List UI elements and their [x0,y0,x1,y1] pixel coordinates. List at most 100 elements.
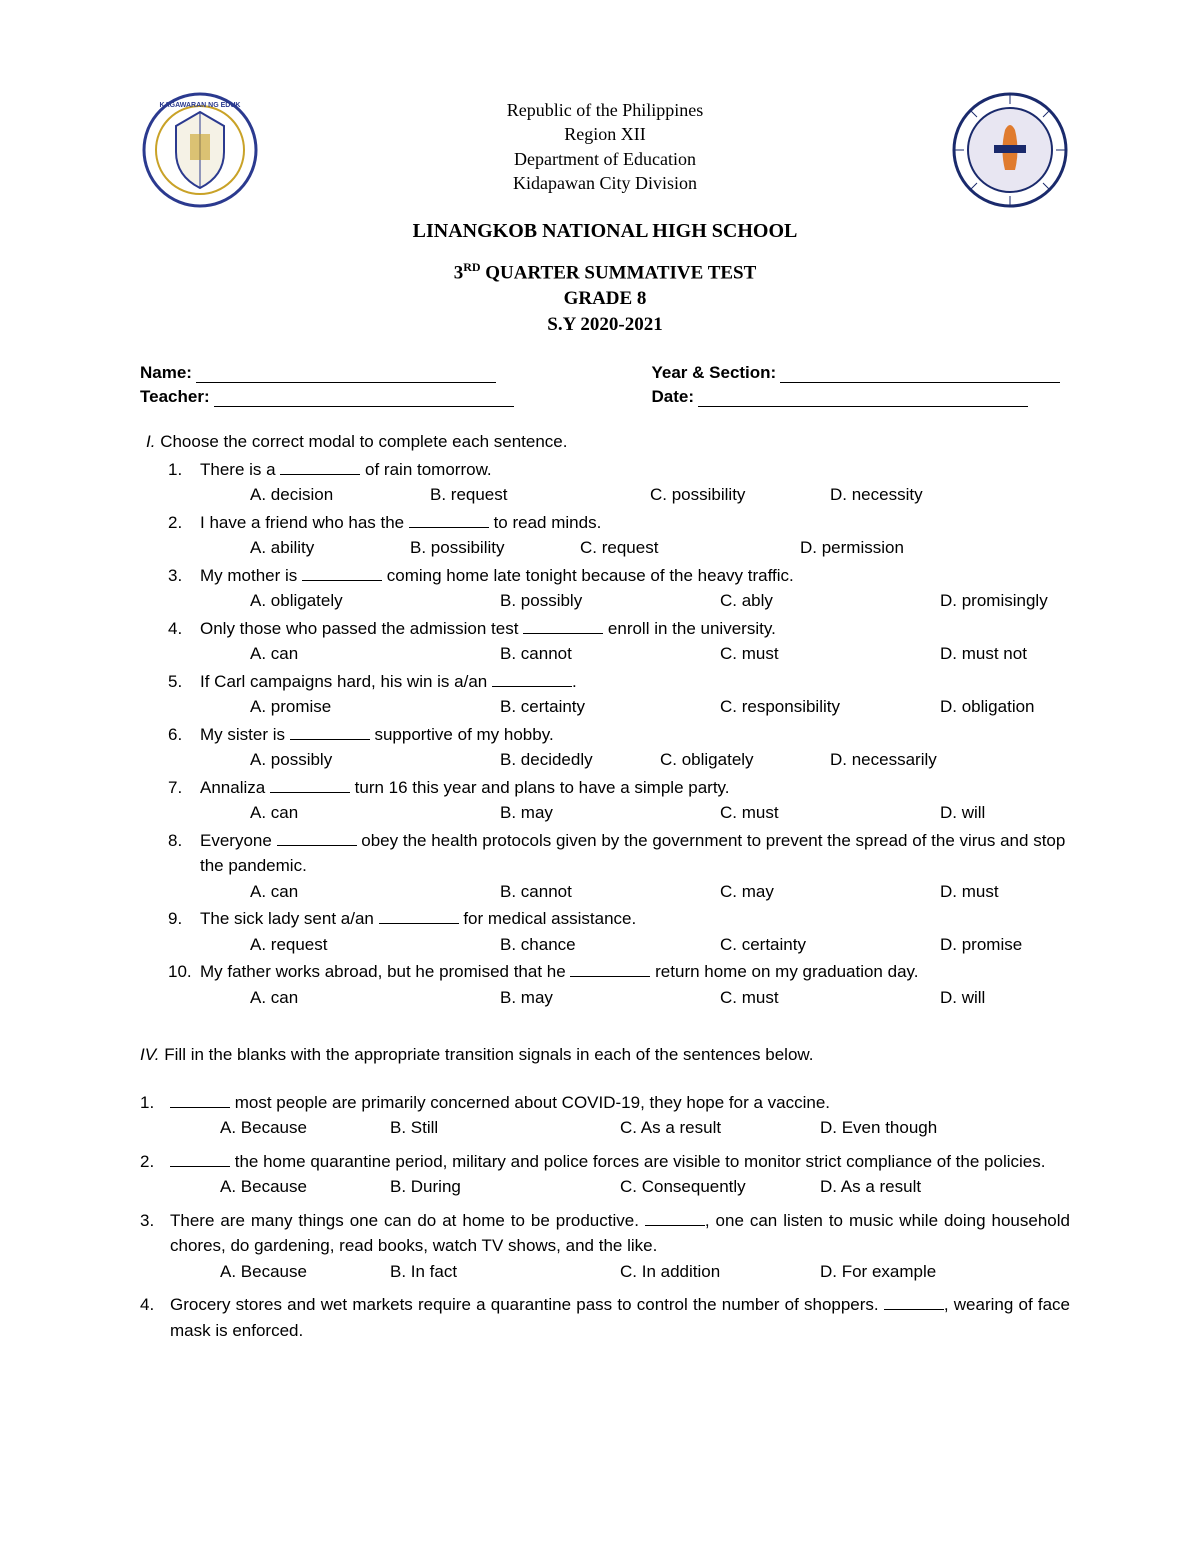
date-blank[interactable] [698,389,1028,407]
choice-a[interactable]: A. Because [220,1115,390,1141]
choice-c[interactable]: C. may [720,879,940,905]
answer-blank[interactable] [277,845,357,846]
choice-b[interactable]: B. possibly [500,588,720,614]
choice-b[interactable]: B. chance [500,932,720,958]
choice-d[interactable]: D. necessity [830,482,923,508]
choice-b[interactable]: B. cannot [500,641,720,667]
choice-b[interactable]: B. Still [390,1115,620,1141]
choice-c[interactable]: C. In addition [620,1259,820,1285]
choice-a[interactable]: A. can [250,879,500,905]
choice-c[interactable]: C. request [580,535,800,561]
name-label: Name: [140,363,192,383]
header-line4: Kidapawan City Division [260,171,950,195]
question-7: 7.Annaliza turn 16 this year and plans t… [168,775,1070,826]
teacher-blank[interactable] [214,389,514,407]
question-body: There is a of rain tomorrow.A. decisionB… [200,457,1070,508]
choice-a[interactable]: A. obligately [250,588,500,614]
section4-instruction: IV. Fill in the blanks with the appropri… [140,1042,1070,1068]
question-number: 5. [168,669,200,720]
choice-a[interactable]: A. possibly [250,747,500,773]
info-line-1: Name: Year & Section: [140,363,1070,383]
answer-blank[interactable] [170,1166,230,1167]
answer-blank[interactable] [379,923,459,924]
choice-d[interactable]: D. promisingly [940,588,1048,614]
choice-c[interactable]: C. must [720,641,940,667]
choices: A. BecauseB. StillC. As a resultD. Even … [220,1115,1070,1141]
choice-a[interactable]: A. request [250,932,500,958]
choice-d[interactable]: D. necessarily [830,747,937,773]
choice-a[interactable]: A. Because [220,1259,390,1285]
answer-blank[interactable] [170,1107,230,1108]
choice-d[interactable]: D. must [940,879,999,905]
choice-a[interactable]: A. decision [250,482,430,508]
choice-b[interactable]: B. possibility [410,535,580,561]
section4-questions: 1. most people are primarily concerned a… [140,1090,1070,1344]
answer-blank[interactable] [409,527,489,528]
sec4-question-1: 1. most people are primarily concerned a… [140,1090,1070,1141]
answer-blank[interactable] [280,474,360,475]
answer-blank[interactable] [570,976,650,977]
question-number: 1. [140,1090,170,1141]
name-blank[interactable] [196,365,496,383]
answer-blank[interactable] [492,686,572,687]
answer-blank[interactable] [523,633,603,634]
choice-d[interactable]: D. permission [800,535,904,561]
choice-d[interactable]: D. promise [940,932,1022,958]
choices: A. obligatelyB. possiblyC. ablyD. promis… [250,588,1070,614]
choice-b[interactable]: B. may [500,800,720,826]
choice-a[interactable]: A. can [250,985,500,1011]
choice-b[interactable]: B. cannot [500,879,720,905]
choices: A. canB. mayC. mustD. will [250,985,1070,1011]
question-number: 3. [140,1208,170,1285]
test-line3: S.Y 2020-2021 [547,314,662,335]
answer-blank[interactable] [290,739,370,740]
choice-b[interactable]: B. decidedly [500,747,660,773]
choice-c[interactable]: C. possibility [650,482,830,508]
choice-a[interactable]: A. can [250,800,500,826]
answer-blank[interactable] [884,1309,944,1310]
choice-d[interactable]: D. For example [820,1259,936,1285]
year-section-blank[interactable] [780,365,1060,383]
section1-instr-text: Choose the correct modal to complete eac… [160,432,567,451]
choice-c[interactable]: C. must [720,800,940,826]
section4-instr-text: Fill in the blanks with the appropriate … [164,1045,813,1064]
question-8: 8.Everyone obey the health protocols giv… [168,828,1070,905]
choice-b[interactable]: B. may [500,985,720,1011]
test-line2: GRADE 8 [564,288,647,309]
choice-d[interactable]: D. will [940,985,985,1011]
choice-c[interactable]: C. ably [720,588,940,614]
choice-d[interactable]: D. obligation [940,694,1035,720]
choice-c[interactable]: C. Consequently [620,1174,820,1200]
choice-c[interactable]: C. obligately [660,747,830,773]
answer-blank[interactable] [645,1225,705,1226]
question-text: Grocery stores and wet markets require a… [170,1292,1070,1343]
choice-a[interactable]: A. Because [220,1174,390,1200]
choice-d[interactable]: D. will [940,800,985,826]
choice-a[interactable]: A. ability [250,535,410,561]
choice-b[interactable]: B. During [390,1174,620,1200]
choice-c[interactable]: C. responsibility [720,694,940,720]
school-seal-icon [950,90,1070,210]
question-body: Grocery stores and wet markets require a… [170,1292,1070,1343]
choice-d[interactable]: D. As a result [820,1174,921,1200]
choice-c[interactable]: C. certainty [720,932,940,958]
question-number: 7. [168,775,200,826]
question-number: 2. [140,1149,170,1200]
choice-d[interactable]: D. Even though [820,1115,937,1141]
choice-b[interactable]: B. certainty [500,694,720,720]
choice-a[interactable]: A. promise [250,694,500,720]
choice-d[interactable]: D. must not [940,641,1027,667]
question-text: There is a of rain tomorrow. [200,457,1070,483]
question-number: 8. [168,828,200,905]
quarter-sup: RD [463,260,480,274]
answer-blank[interactable] [302,580,382,581]
question-text: My mother is coming home late tonight be… [200,563,1070,589]
choice-c[interactable]: C. As a result [620,1115,820,1141]
answer-blank[interactable] [270,792,350,793]
choice-b[interactable]: B. request [430,482,650,508]
section1-instruction: I. Choose the correct modal to complete … [146,429,1070,455]
choice-b[interactable]: B. In fact [390,1259,620,1285]
choice-a[interactable]: A. can [250,641,500,667]
question-5: 5.If Carl campaigns hard, his win is a/a… [168,669,1070,720]
choice-c[interactable]: C. must [720,985,940,1011]
